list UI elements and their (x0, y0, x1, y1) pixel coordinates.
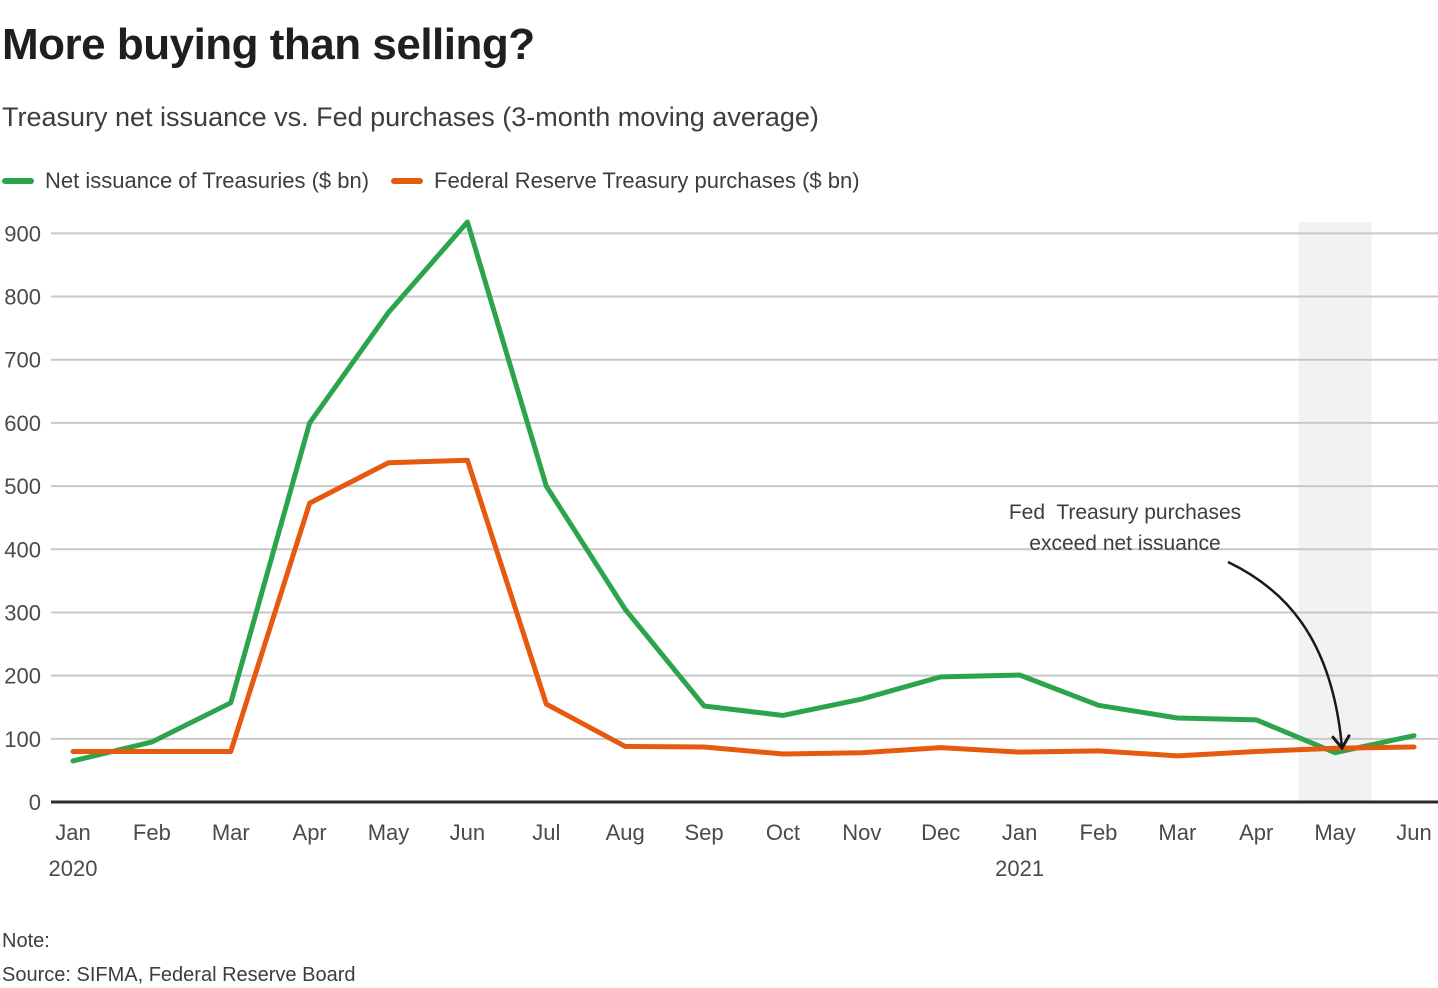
chart-title: More buying than selling? (2, 20, 535, 69)
y-tick-label: 700 (4, 348, 41, 373)
y-tick-label: 200 (4, 664, 41, 689)
x-tick-label: Apr (1239, 820, 1273, 845)
source-text: Source: SIFMA, Federal Reserve Board (2, 964, 356, 986)
y-tick-label: 100 (4, 727, 41, 752)
x-tick-label: Sep (684, 820, 723, 845)
x-tick-label: Dec (921, 820, 960, 845)
x-tick-label: Mar (1158, 820, 1196, 845)
fed-purchases-line (70, 457, 1417, 759)
fed-purchases-swatch (391, 178, 424, 184)
year-label: 2021 (995, 856, 1044, 881)
y-tick-label: 500 (4, 474, 41, 499)
legend-item-fed-purchases: Federal Reserve Treasury purchases ($ bn… (391, 168, 860, 194)
y-tick-label: 0 (29, 790, 41, 815)
x-tick-label: May (1314, 820, 1356, 845)
net-issuance-line (70, 219, 1417, 764)
annotation-line-2: exceed net issuance (1029, 532, 1221, 555)
y-tick-label: 800 (4, 285, 41, 310)
year-label: 2020 (49, 856, 98, 881)
x-tick-label: Mar (212, 820, 250, 845)
legend-item-net-issuance: Net issuance of Treasuries ($ bn) (2, 168, 369, 194)
x-tick-label: Jul (532, 820, 560, 845)
x-tick-label: Feb (1080, 820, 1118, 845)
chart-svg: 0 100 200 300 400 500 600 700 800 900 Jan Feb Mar Apr… (4, 219, 1438, 881)
chart-subtitle: Treasury net issuance vs. Fed purchases … (2, 102, 819, 132)
x-tick-label: Jun (450, 820, 485, 845)
annotation-text: Fed Treasury purchases exceed net issuan… (915, 497, 1335, 559)
y-tick-label: 900 (4, 221, 41, 246)
legend-label-net-issuance: Net issuance of Treasuries ($ bn) (45, 168, 370, 193)
x-tick-label: Aug (606, 820, 645, 845)
x-tick-label: Jan (1002, 820, 1037, 845)
x-tick-label: Nov (842, 820, 881, 845)
x-tick-label: Jun (1396, 820, 1431, 845)
x-tick-label: Jan (55, 820, 90, 845)
net-issuance-swatch (2, 178, 34, 184)
y-tick-label: 300 (4, 600, 41, 625)
y-tick-label: 600 (4, 411, 41, 436)
legend-label-fed-purchases: Federal Reserve Treasury purchases ($ bn… (434, 168, 860, 193)
x-tick-label: Oct (766, 820, 800, 845)
legend: Net issuance of Treasuries ($ bn) Federa… (2, 168, 860, 194)
y-tick-label: 400 (4, 537, 41, 562)
annotation-arrow (1227, 560, 1351, 751)
note-label: Note: (2, 930, 50, 952)
x-tick-label: May (368, 820, 410, 845)
annotation-line-1: Fed Treasury purchases (1008, 501, 1242, 524)
x-tick-label: Feb (133, 820, 171, 845)
x-tick-label: Apr (293, 820, 327, 845)
chart-area: 0 100 200 300 400 500 600 700 800 900 Jan Feb Mar Apr… (0, 210, 1438, 890)
